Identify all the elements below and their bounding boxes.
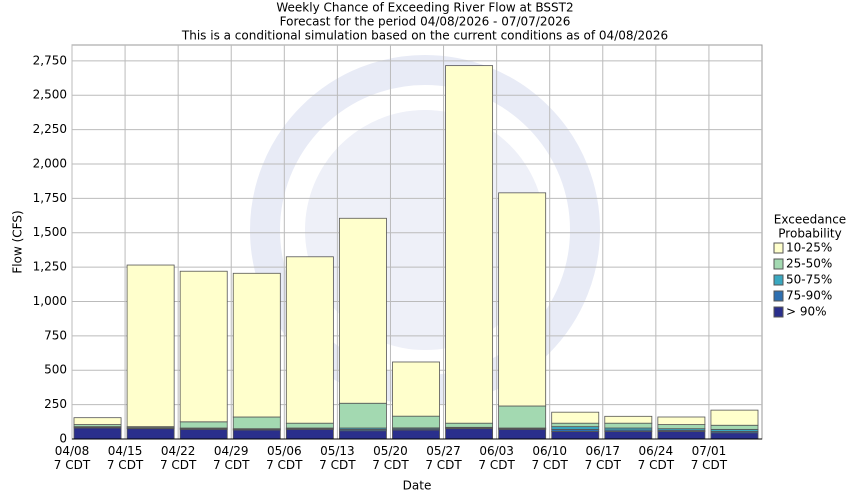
legend-swatch — [773, 242, 784, 254]
legend-swatch — [773, 258, 784, 270]
bar-segment — [657, 424, 706, 430]
bar-segment — [179, 428, 228, 440]
chart-title: Weekly Chance of Exceeding River Flow at… — [276, 1, 573, 15]
bar-segment — [338, 217, 387, 404]
bar-segment — [392, 429, 440, 440]
bar-segment — [710, 409, 759, 426]
x-tick-label: 06/10 7 CDT — [531, 444, 568, 472]
bar-segment — [73, 417, 122, 425]
x-tick-label: 05/20 7 CDT — [372, 444, 409, 472]
bar-segment — [285, 422, 334, 429]
bar-segment — [285, 256, 334, 424]
y-tick-label: 500 — [44, 363, 67, 377]
bar-segment — [232, 416, 281, 430]
legend-label: 25-50% — [786, 257, 832, 271]
y-tick-label: 2,000 — [33, 156, 67, 170]
bar-segment — [498, 192, 547, 407]
bar-segment — [445, 422, 494, 428]
bar-segment — [445, 428, 494, 440]
y-tick-label: 2,750 — [33, 53, 67, 67]
y-axis-label: Flow (CFS) — [11, 210, 25, 273]
bar-segment — [604, 415, 653, 424]
bar-segment — [551, 431, 600, 440]
legend-title: Exceedance — [774, 213, 846, 227]
y-tick-label: 1,000 — [33, 294, 67, 308]
bar-segment — [338, 402, 387, 429]
x-tick-label: 07/01 7 CDT — [690, 444, 728, 472]
bar-segment — [710, 424, 759, 430]
x-axis-label: Date — [403, 479, 432, 493]
legend-swatch — [773, 274, 784, 286]
bar-segment — [551, 422, 600, 428]
y-tick-label: 1,500 — [33, 225, 67, 239]
bar-segment — [710, 432, 759, 440]
x-tick-label: 05/06 7 CDT — [266, 444, 303, 472]
x-tick-label: 05/13 7 CDT — [319, 444, 356, 472]
x-tick-label: 04/08 7 CDT — [53, 444, 91, 472]
bar-segment — [604, 431, 653, 440]
legend-label: 10-25% — [786, 241, 832, 255]
x-tick-label: 04/15 7 CDT — [106, 444, 144, 472]
legend-label: 75-90% — [786, 289, 832, 303]
y-tick-label: 0 — [59, 432, 67, 446]
legend-title: Probability — [778, 227, 841, 241]
x-tick-label: 06/03 7 CDT — [478, 444, 515, 472]
x-tick-label: 04/29 7 CDT — [213, 444, 250, 472]
x-tick-label: 06/24 7 CDT — [637, 444, 675, 472]
bar-segment — [285, 428, 334, 440]
y-tick-label: 2,250 — [33, 122, 67, 136]
bar-segment — [551, 411, 600, 424]
bar-segment — [179, 421, 228, 429]
y-tick-label: 250 — [44, 397, 67, 411]
legend-swatch — [773, 290, 784, 302]
x-tick-label: 05/27 7 CDT — [425, 444, 462, 472]
bar-segment — [657, 431, 706, 440]
legend-label: > 90% — [786, 305, 827, 319]
bar-segment — [392, 361, 440, 417]
chart-subtitle: Forecast for the period 04/08/2026 - 07/… — [280, 15, 571, 29]
y-tick-label: 1,750 — [33, 191, 67, 205]
x-tick-label: 04/22 7 CDT — [159, 444, 197, 472]
bar-segment — [232, 429, 281, 440]
y-tick-label: 2,500 — [33, 88, 67, 102]
bar-segment — [445, 65, 494, 424]
bar-segment — [498, 405, 547, 429]
bar-segment — [179, 270, 228, 423]
bar-segment — [657, 416, 706, 425]
bar-segment — [232, 272, 281, 418]
bar-segment — [73, 427, 122, 440]
bar-segment — [126, 264, 175, 428]
y-tick-label: 1,250 — [33, 260, 67, 274]
legend-label: 50-75% — [786, 273, 832, 287]
chart-subtitle: This is a conditional simulation based o… — [181, 29, 668, 43]
y-tick-label: 750 — [44, 328, 67, 342]
x-tick-label: 06/17 7 CDT — [584, 444, 621, 472]
legend-swatch — [773, 306, 784, 318]
bar-segment — [126, 428, 175, 440]
bar-segment — [498, 428, 547, 440]
bar-segment — [338, 430, 387, 440]
bar-segment — [604, 422, 653, 429]
bar-segment — [392, 415, 440, 429]
bar-segment — [551, 426, 600, 430]
